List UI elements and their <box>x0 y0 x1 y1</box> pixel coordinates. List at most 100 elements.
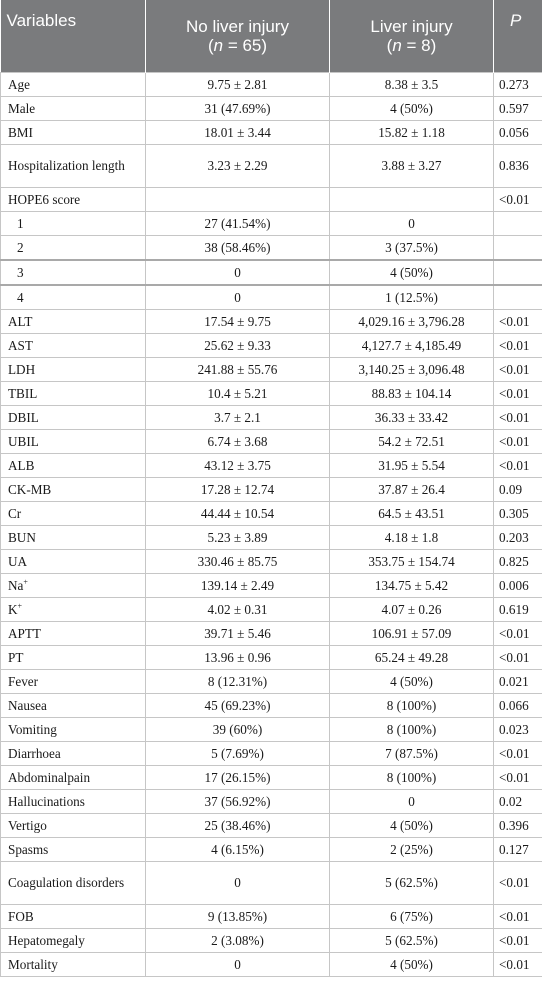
variable-label: Nausea <box>8 697 47 713</box>
cell-liver-injury: 64.5 ± 43.51 <box>329 501 494 526</box>
header-liver-injury-n-label: n <box>392 36 402 55</box>
cell-no-liver-injury: 0 <box>145 861 330 905</box>
cell-variable: Vomiting <box>0 717 146 742</box>
variable-label: Coagulation disorders <box>8 875 125 890</box>
cell-variable: Coagulation disorders <box>0 861 146 905</box>
variable-label: FOB <box>8 908 34 924</box>
variable-label: Cr <box>8 505 22 521</box>
cell-p-value: 0.023 <box>493 717 542 742</box>
table-body: Age 9.75 ± 2.81 8.38 ± 3.5 0.273 Male 31 (47.… <box>0 72 542 977</box>
cell-variable: Cr <box>0 501 146 526</box>
cell-no-liver-injury: 17.54 ± 9.75 <box>145 309 330 334</box>
cell-variable: Age <box>0 72 146 97</box>
header-no-liver-injury-title: No liver injury <box>186 17 289 36</box>
cell-no-liver-injury: 241.88 ± 55.76 <box>145 357 330 382</box>
table-row: Cr 44.44 ± 10.54 64.5 ± 43.51 0.305 <box>0 501 542 526</box>
table-row: Na+ 139.14 ± 2.49 134.75 ± 5.42 0.006 <box>0 573 542 598</box>
cell-p-value: <0.01 <box>493 645 542 670</box>
cell-variable: UA <box>0 549 146 574</box>
cell-liver-injury: 4,127.7 ± 4,185.49 <box>329 333 494 358</box>
table-row: K+ 4.02 ± 0.31 4.07 ± 0.26 0.619 <box>0 597 542 622</box>
table-row: Abdominalpain 17 (26.15%) 8 (100%) <0.01 <box>0 765 542 790</box>
cell-liver-injury: 3 (37.5%) <box>329 235 494 261</box>
cell-variable: BMI <box>0 120 146 145</box>
cell-variable: ALB <box>0 453 146 478</box>
cell-p-value: <0.01 <box>493 741 542 766</box>
cell-variable: BUN <box>0 525 146 550</box>
cell-variable: FOB <box>0 904 146 929</box>
table-header: Variables No liver injury (n = 65) Liver… <box>0 0 542 73</box>
header-liver-injury: Liver injury (n = 8) <box>329 0 494 73</box>
cell-no-liver-injury: 31 (47.69%) <box>145 96 330 121</box>
table-row: Mortality 0 4 (50%) <0.01 <box>0 952 542 977</box>
variable-label: Vertigo <box>8 817 47 833</box>
cell-no-liver-injury: 43.12 ± 3.75 <box>145 453 330 478</box>
cell-liver-injury: 5 (62.5%) <box>329 928 494 953</box>
variable-label: BMI <box>8 124 33 140</box>
variable-label: Mortality <box>8 956 58 972</box>
header-variables: Variables <box>0 0 146 73</box>
cell-no-liver-injury: 17 (26.15%) <box>145 765 330 790</box>
cell-no-liver-injury: 4 (6.15%) <box>145 837 330 862</box>
variable-label: Fever <box>8 673 39 689</box>
cell-p-value: 0.056 <box>493 120 542 145</box>
table-row: Male 31 (47.69%) 4 (50%) 0.597 <box>0 96 542 121</box>
table-row: Hepatomegaly 2 (3.08%) 5 (62.5%) <0.01 <box>0 928 542 953</box>
table-row: UBIL 6.74 ± 3.68 54.2 ± 72.51 <0.01 <box>0 429 542 454</box>
variable-label: Vomiting <box>8 721 57 737</box>
cell-liver-injury: 353.75 ± 154.74 <box>329 549 494 574</box>
cell-p-value: 0.396 <box>493 813 542 838</box>
header-no-liver-injury-n-prefix: ( <box>207 36 214 55</box>
variable-label: AST <box>8 337 33 353</box>
variable-label: UA <box>8 553 28 569</box>
table-row: Fever 8 (12.31%) 4 (50%) 0.021 <box>0 669 542 694</box>
cell-no-liver-injury: 2 (3.08%) <box>145 928 330 953</box>
cell-liver-injury: 5 (62.5%) <box>329 861 494 905</box>
cell-variable: K+ <box>0 597 146 622</box>
variable-label: BUN <box>8 529 36 545</box>
cell-no-liver-injury: 38 (58.46%) <box>145 235 330 261</box>
cell-p-value: 0.021 <box>493 669 542 694</box>
header-no-liver-injury-n-label: n <box>213 36 224 55</box>
cell-p-value <box>493 211 542 236</box>
header-no-liver-injury: No liver injury (n = 65) <box>145 0 330 73</box>
variable-label: 1 <box>17 215 24 231</box>
variable-label: Na <box>8 577 24 593</box>
cell-p-value: 0.066 <box>493 693 542 718</box>
cell-variable: 1 <box>0 211 146 236</box>
variable-label: Age <box>8 76 30 92</box>
cell-liver-injury <box>329 187 494 212</box>
cell-no-liver-injury: 25 (38.46%) <box>145 813 330 838</box>
table-row: Hospitalization length 3.23 ± 2.29 3.88 ± … <box>0 144 542 188</box>
cell-no-liver-injury: 0 <box>145 259 330 286</box>
cell-p-value <box>493 235 542 261</box>
table-row: Vomiting 39 (60%) 8 (100%) 0.023 <box>0 717 542 742</box>
cell-no-liver-injury: 6.74 ± 3.68 <box>145 429 330 454</box>
table-row: Diarrhoea 5 (7.69%) 7 (87.5%) <0.01 <box>0 741 542 766</box>
table-row: 1 27 (41.54%) 0 <box>0 211 542 236</box>
cell-p-value: <0.01 <box>493 928 542 953</box>
cell-liver-injury: 4 (50%) <box>329 669 494 694</box>
cell-variable: LDH <box>0 357 146 382</box>
cell-no-liver-injury: 3.7 ± 2.1 <box>145 405 330 430</box>
cell-variable: AST <box>0 333 146 358</box>
variable-label: Spasms <box>8 841 49 857</box>
cell-liver-injury: 8.38 ± 3.5 <box>329 72 494 97</box>
cell-no-liver-injury: 13.96 ± 0.96 <box>145 645 330 670</box>
cell-liver-injury: 36.33 ± 33.42 <box>329 405 494 430</box>
table-row: BUN 5.23 ± 3.89 4.18 ± 1.8 0.203 <box>0 525 542 550</box>
cell-variable: Nausea <box>0 693 146 718</box>
cell-p-value: 0.305 <box>493 501 542 526</box>
cell-no-liver-injury: 37 (56.92%) <box>145 789 330 814</box>
cell-p-value: 0.273 <box>493 72 542 97</box>
header-liver-injury-n-prefix: ( <box>386 36 393 55</box>
cell-liver-injury: 37.87 ± 26.4 <box>329 477 494 502</box>
cell-no-liver-injury: 9.75 ± 2.81 <box>145 72 330 97</box>
variable-label: Male <box>8 100 36 116</box>
variable-label: APTT <box>8 625 41 641</box>
cell-liver-injury: 7 (87.5%) <box>329 741 494 766</box>
cell-no-liver-injury: 45 (69.23%) <box>145 693 330 718</box>
cell-variable: Hepatomegaly <box>0 928 146 953</box>
cell-p-value: <0.01 <box>493 309 542 334</box>
